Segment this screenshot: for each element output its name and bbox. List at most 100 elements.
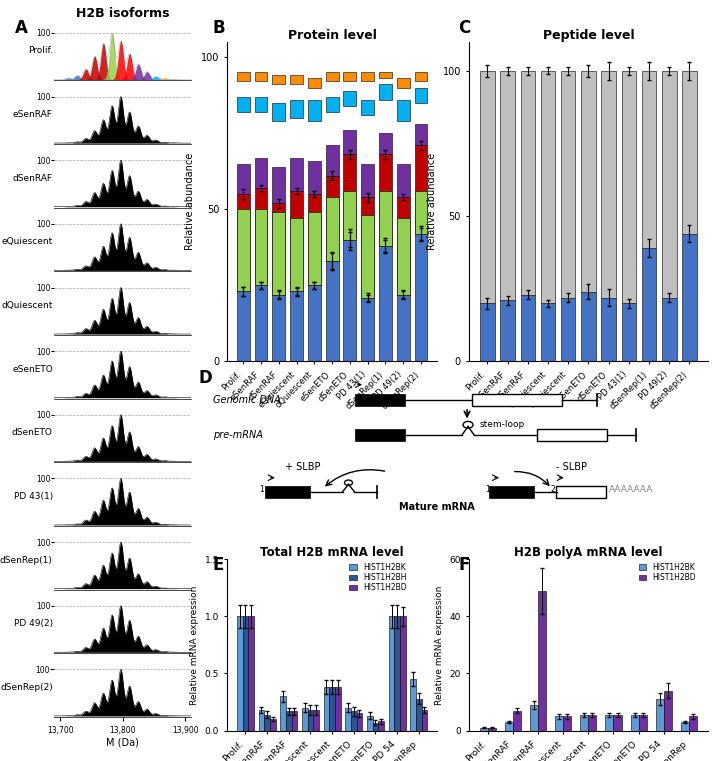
Bar: [255, 158, 267, 188]
Text: E: E: [213, 556, 225, 574]
Bar: [414, 145, 427, 234]
Bar: [561, 298, 575, 361]
Bar: [394, 616, 400, 731]
Bar: [290, 218, 303, 291]
Bar: [630, 715, 638, 731]
Bar: [272, 167, 285, 203]
Bar: [326, 261, 339, 361]
Bar: [308, 212, 321, 285]
Bar: [290, 158, 303, 191]
Bar: [500, 71, 515, 301]
Text: F: F: [458, 556, 470, 574]
Bar: [638, 715, 647, 731]
Text: + SLBP: + SLBP: [285, 462, 321, 472]
Bar: [361, 100, 374, 115]
Bar: [662, 71, 677, 298]
Text: dSenRep(2): dSenRep(2): [0, 683, 53, 692]
Bar: [622, 71, 636, 304]
Y-axis label: Relative abundance: Relative abundance: [427, 153, 437, 250]
Text: - SLBP: - SLBP: [556, 462, 587, 472]
Bar: [379, 133, 392, 154]
Bar: [505, 722, 513, 731]
Bar: [290, 191, 303, 291]
Bar: [255, 72, 267, 81]
Bar: [581, 291, 596, 361]
Bar: [472, 393, 562, 406]
Bar: [642, 71, 656, 248]
Bar: [682, 234, 697, 361]
Bar: [237, 72, 250, 81]
Bar: [344, 154, 356, 240]
Text: C: C: [458, 19, 471, 37]
Title: Protein level: Protein level: [287, 29, 377, 42]
Bar: [286, 711, 292, 731]
Text: B: B: [213, 19, 225, 37]
Text: 1: 1: [484, 485, 490, 494]
Bar: [237, 164, 250, 194]
Text: PD 49(2): PD 49(2): [14, 619, 53, 628]
Text: PD 43(1): PD 43(1): [14, 492, 53, 501]
Bar: [280, 696, 286, 731]
Bar: [265, 486, 310, 498]
Bar: [367, 715, 373, 731]
Text: Mature mRNA: Mature mRNA: [399, 501, 475, 512]
Bar: [326, 97, 339, 112]
Bar: [237, 194, 250, 291]
Bar: [344, 130, 356, 154]
Bar: [414, 88, 427, 103]
Bar: [379, 191, 392, 246]
Bar: [272, 203, 285, 295]
Bar: [344, 191, 356, 240]
Bar: [379, 84, 392, 100]
Bar: [588, 715, 596, 731]
Bar: [357, 714, 362, 731]
Title: Peptide level: Peptide level: [543, 29, 634, 42]
Bar: [563, 716, 571, 731]
Bar: [606, 715, 614, 731]
Bar: [344, 91, 356, 106]
Bar: [255, 97, 267, 112]
Bar: [414, 124, 427, 145]
Bar: [255, 285, 267, 361]
Title: H2B isoforms: H2B isoforms: [76, 7, 170, 20]
Bar: [270, 719, 276, 731]
Bar: [614, 715, 622, 731]
Bar: [521, 295, 535, 361]
Text: D: D: [199, 369, 212, 387]
Bar: [258, 710, 264, 731]
Bar: [237, 616, 243, 731]
Bar: [539, 591, 547, 731]
Bar: [480, 71, 495, 304]
Bar: [292, 711, 297, 731]
Bar: [490, 486, 534, 498]
Bar: [361, 72, 374, 81]
Bar: [355, 393, 405, 406]
Text: 2: 2: [550, 485, 555, 494]
Bar: [541, 304, 555, 361]
Bar: [237, 291, 250, 361]
Text: pre-mRNA: pre-mRNA: [213, 430, 263, 440]
Bar: [243, 616, 248, 731]
Bar: [414, 234, 427, 361]
Bar: [344, 72, 356, 81]
Text: eQuiescent: eQuiescent: [1, 237, 53, 247]
Bar: [290, 291, 303, 361]
Bar: [397, 197, 409, 295]
Bar: [237, 209, 250, 291]
X-axis label: M (Da): M (Da): [106, 737, 139, 747]
Bar: [308, 78, 321, 88]
Bar: [272, 75, 285, 84]
Bar: [397, 295, 409, 361]
Bar: [308, 100, 321, 121]
Bar: [400, 616, 406, 731]
Bar: [513, 711, 521, 731]
Bar: [414, 191, 427, 234]
Bar: [656, 699, 664, 731]
Y-axis label: Relative mRNA expression: Relative mRNA expression: [435, 585, 444, 705]
Bar: [500, 301, 515, 361]
Bar: [580, 715, 588, 731]
Bar: [272, 212, 285, 295]
Bar: [537, 428, 606, 441]
Bar: [290, 75, 303, 84]
Y-axis label: Relative abundance: Relative abundance: [185, 153, 195, 250]
